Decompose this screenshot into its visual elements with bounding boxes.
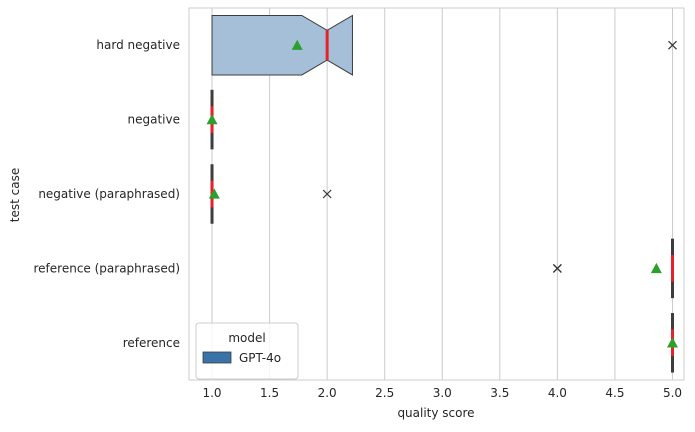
y-tick-label: reference (123, 336, 180, 350)
x-tick-label: 2.0 (318, 386, 337, 400)
y-tick-label: hard negative (96, 38, 180, 52)
x-tick-label: 5.0 (663, 386, 682, 400)
y-axis-label: test case (8, 168, 22, 222)
mean-marker (291, 39, 303, 50)
mean-marker (206, 114, 218, 125)
x-tick-label: 4.5 (605, 386, 624, 400)
outlier-marker (668, 40, 677, 50)
notched-box (211, 14, 353, 76)
boxes-layer (206, 14, 678, 373)
outlier-marker (322, 189, 332, 199)
x-tick-label: 3.5 (490, 386, 509, 400)
outlier-marker (552, 263, 562, 273)
mean-marker (208, 188, 220, 199)
x-axis-label: quality score (397, 406, 474, 420)
x-tick-label: 1.5 (260, 386, 279, 400)
legend-title: model (228, 331, 265, 345)
plot-frame (188, 7, 685, 381)
x-tick-label: 4.0 (548, 386, 567, 400)
legend-swatch (202, 351, 232, 364)
x-axis-ticks: 1.0 1.5 2.0 2.5 3.0 3.5 4.0 4.5 5.0 (202, 386, 682, 400)
y-tick-label: negative (paraphrased) (38, 187, 180, 201)
legend: model GPT-4o (195, 322, 299, 380)
legend-box (195, 322, 299, 380)
x-tick-label: 2.5 (375, 386, 394, 400)
legend-entry-label: GPT-4o (239, 351, 281, 365)
y-tick-label: negative (128, 113, 180, 127)
y-axis-ticks: hard negative negative negative (paraphras… (34, 38, 181, 350)
mean-marker (650, 262, 662, 274)
mean-marker (666, 337, 678, 348)
y-tick-label: reference (paraphrased) (34, 261, 181, 275)
x-tick-label: 1.0 (202, 386, 221, 400)
x-tick-label: 3.0 (433, 386, 452, 400)
